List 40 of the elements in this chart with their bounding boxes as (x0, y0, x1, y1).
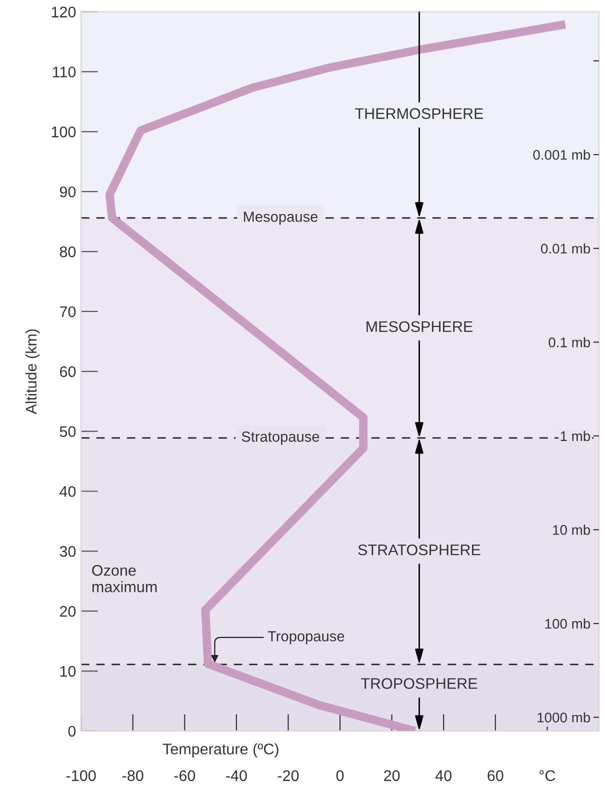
y2-tick-label: 0.1 mb (548, 337, 590, 348)
y-tick-label: 70 (60, 306, 76, 318)
x-tick-label: 40 (435, 770, 452, 782)
x-tick-label: 20 (384, 770, 400, 782)
y-tick-label: 60 (60, 366, 76, 378)
band-label: MESOSPHERE (366, 321, 472, 332)
ref-line-label: Mesopause (244, 212, 318, 225)
y-tick-label: 0 (68, 726, 76, 737)
y-tick-label: 110 (53, 66, 76, 78)
x-tick-label: -20 (278, 770, 299, 782)
x-tick-label: -60 (174, 770, 196, 782)
y2-tick-label: 1000 mb (538, 712, 590, 722)
x-tick-label: 0 (336, 770, 344, 782)
x-axis-title: Temperature (ºC) (162, 743, 278, 758)
band-label: TROPOSPHERE (361, 678, 478, 689)
y-axis-title: Altitude (km) (25, 329, 40, 414)
ref-line-label: Stratopause (242, 432, 320, 445)
y2-tick-label: 10 mb (553, 524, 590, 535)
y-tick-label: 30 (60, 546, 76, 557)
y-tick-label: 40 (60, 486, 76, 497)
y-tick-label: 50 (60, 426, 76, 438)
x-tick-label: 60 (488, 770, 504, 782)
x-tick-label: °C (540, 770, 556, 782)
band-label: THERMOSPHERE (355, 108, 484, 119)
annotation: Ozone maximum (92, 565, 157, 592)
y-tick-label: 100 (52, 126, 76, 138)
y-tick-label: 80 (60, 246, 76, 258)
y2-tick-label: 1 mb (560, 430, 590, 442)
band-label: STRATOSPHERE (358, 544, 480, 556)
x-tick-label: -100 (66, 770, 96, 782)
x-tick-label: -40 (226, 770, 247, 782)
y-tick-label: 20 (60, 606, 76, 617)
y-tick-label: 90 (60, 186, 76, 198)
x-tick-label: -80 (122, 770, 144, 782)
y-tick-label: 10 (60, 666, 76, 677)
y2-tick-label: 0.001 mb (533, 150, 590, 160)
y2-tick-label: 100 mb (545, 618, 590, 629)
y-tick-label: 120 (52, 6, 76, 18)
ref-line-label: Tropopause (268, 631, 344, 644)
y2-tick-label: 0.01 mb (540, 243, 590, 254)
